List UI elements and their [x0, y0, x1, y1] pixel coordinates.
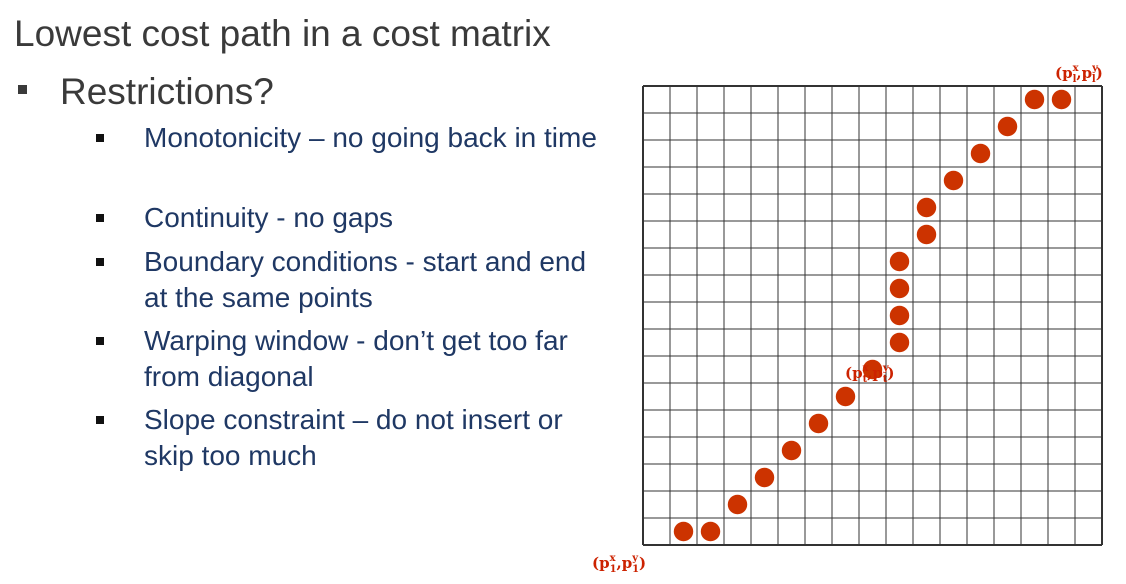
path-point — [997, 116, 1018, 137]
sub-bullet-text: Warping window - don’t get too far from … — [144, 325, 568, 392]
square-bullet-icon — [96, 134, 104, 142]
main-bullet-text: Restrictions? — [60, 71, 274, 112]
path-point — [970, 143, 991, 164]
square-bullet-icon — [96, 258, 104, 266]
path-point — [889, 305, 910, 326]
path-point — [727, 494, 748, 515]
path-point — [700, 521, 721, 542]
path-point — [835, 386, 856, 407]
square-bullet-icon — [96, 337, 104, 345]
square-bullet-icon — [18, 85, 27, 94]
sub-bullet-text: Monotonicity – no going back in time — [144, 122, 597, 153]
sub-bullet-text: Boundary conditions - start and end at t… — [144, 246, 587, 313]
sub-bullet-text: Continuity - no gaps — [144, 202, 394, 233]
end-point-label: (px l,py l) — [1055, 63, 1103, 85]
sub-bullet-text: Slope constraint – do not insert or skip… — [144, 404, 563, 471]
path-point — [781, 440, 802, 461]
slide-title: Lowest cost path in a cost matrix — [14, 13, 551, 54]
path-point — [889, 332, 910, 353]
path-point — [916, 224, 937, 245]
path-point — [1024, 89, 1045, 110]
path-point — [808, 413, 829, 434]
grid-lines — [642, 85, 1103, 546]
square-bullet-icon — [96, 214, 104, 222]
path-point — [916, 197, 937, 218]
path-point — [943, 170, 964, 191]
path-point — [889, 251, 910, 272]
start-point-label: (px 1,py 1) — [592, 553, 646, 575]
path-point — [754, 467, 775, 488]
midpoint-label: (px t,py t) — [845, 363, 894, 385]
path-point — [862, 359, 883, 380]
square-bullet-icon — [96, 416, 104, 424]
path-point — [673, 521, 694, 542]
path-point — [1051, 89, 1072, 110]
warping-path — [673, 89, 1072, 542]
path-point — [889, 278, 910, 299]
